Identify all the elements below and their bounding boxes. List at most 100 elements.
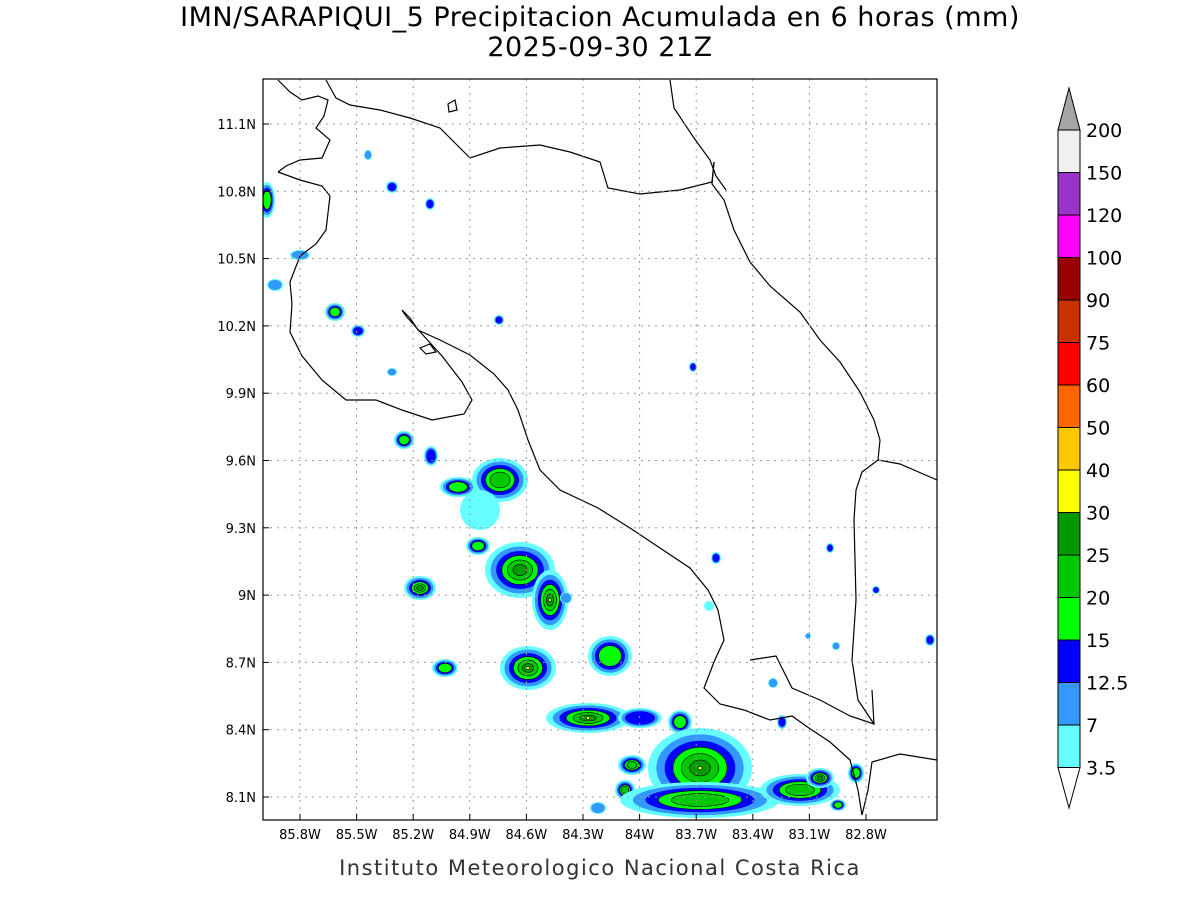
lat-tick-label: 8.4N [226,724,256,739]
precip-cell [588,636,632,676]
pacific-coast [277,171,937,816]
precip-cell [689,362,697,372]
precip-contour [398,435,410,445]
precip-cell [500,646,556,690]
precip-contour [690,363,696,371]
precip-cell [768,678,778,688]
precip-contour [586,716,590,720]
precip-cell [387,368,397,376]
colorbar-segment [1057,427,1081,471]
graticule [263,79,937,820]
colorbar-segment [1057,129,1081,173]
precip-cell [704,601,714,611]
coastlines [277,79,937,816]
lon-tick-label: 84W [625,828,655,843]
precip-contour [625,711,655,725]
precip-contour [873,587,879,593]
precip-cell [832,642,840,650]
precip-cell [618,755,646,775]
colorbar-segment [1057,554,1081,598]
nicaragua-border [325,79,715,195]
precip-contour [460,490,500,530]
lon-tick-label: 85.2W [392,828,434,843]
lon-tick-label: 85.5W [336,828,378,843]
colorbar-segment [1057,512,1081,556]
precip-cell [620,782,780,818]
colorbar-label: 90 [1086,290,1110,312]
colorbar-label: 60 [1086,375,1110,397]
precip-contour [712,553,720,563]
colorbar-label: 100 [1086,248,1122,270]
colorbar-label: 120 [1086,205,1122,227]
precip-cell [618,708,662,728]
colorbar-segment [1057,172,1081,216]
precip-contour [353,326,363,336]
lon-tick-label: 83.1W [788,828,830,843]
precip-cell [386,181,398,193]
colorbar-segment [1057,639,1081,683]
colorbar-segment [1057,342,1081,386]
colorbar-under-triangle [1057,767,1081,810]
colorbar-segment [1057,682,1081,726]
lon-tick-label: 83.7W [675,828,717,843]
precip-cell [404,576,436,600]
precip-cell [440,477,476,497]
colorbar-segment [1057,597,1081,641]
precip-contour [598,645,622,667]
precip-contour [768,678,778,688]
lon-tick-label: 84.6W [505,828,547,843]
colorbar-label: 75 [1086,333,1110,355]
precip-contour [448,481,468,493]
precip-contour [512,564,528,576]
precip-cell [806,768,834,788]
colorbar-segment [1057,257,1081,301]
precip-cell [424,446,438,466]
precip-cell [466,537,490,555]
precip-cell [848,763,864,783]
precip-cell [394,431,414,449]
map-title: IMN/SARAPIQUI_5 Precipitacion Acumulada … [180,2,1020,33]
precip-cell [494,315,504,325]
rio-san-juan [669,79,727,191]
precip-cell [925,634,935,646]
nicaragua-lake-shore [277,79,331,173]
lon-tick-label: 83.4W [732,828,774,843]
lake-island [447,99,458,113]
precip-cell [830,799,846,811]
lat-tick-label: 9N [238,589,256,604]
precip-contour [591,802,605,814]
precip-contour [268,279,282,291]
colorbar-label: 3.5 [1086,758,1116,780]
precip-contour [827,544,833,552]
colorbar-label: 150 [1086,163,1122,185]
precip-contour [832,642,840,650]
colorbar-label: 25 [1086,545,1110,567]
colorbar-segment [1057,384,1081,428]
lon-tick-label: 84.3W [562,828,604,843]
precip-cell [560,592,572,604]
precip-contour [263,190,272,210]
precip-cell [668,710,692,734]
precip-contour [526,666,530,670]
colorbar: 200 150 120 100 90 75 60 50 40 30 25 20 15 12.5 7 3.5 [1057,86,1128,810]
precip-cell [432,659,458,677]
precipitation-field [263,150,935,818]
colorbar-over-triangle [1057,86,1081,131]
colorbar-label: 40 [1086,460,1110,482]
lon-tick-label: 85.8W [279,828,321,843]
precip-contour [548,598,552,602]
colorbar-label: 200 [1086,120,1122,142]
precip-cell [351,325,365,337]
precip-cell [546,703,630,733]
colorbar-label: 15 [1086,630,1110,652]
colorbar-label: 50 [1086,418,1110,440]
precip-contour [670,793,730,807]
gulf-island [418,343,438,355]
precip-contour [329,307,341,317]
colorbar-segment [1057,299,1081,343]
precip-contour [437,663,453,673]
precip-cell [267,279,283,291]
footer-credit: Instituto Meteorologico Nacional Costa R… [339,856,861,880]
precip-cell [590,802,606,814]
